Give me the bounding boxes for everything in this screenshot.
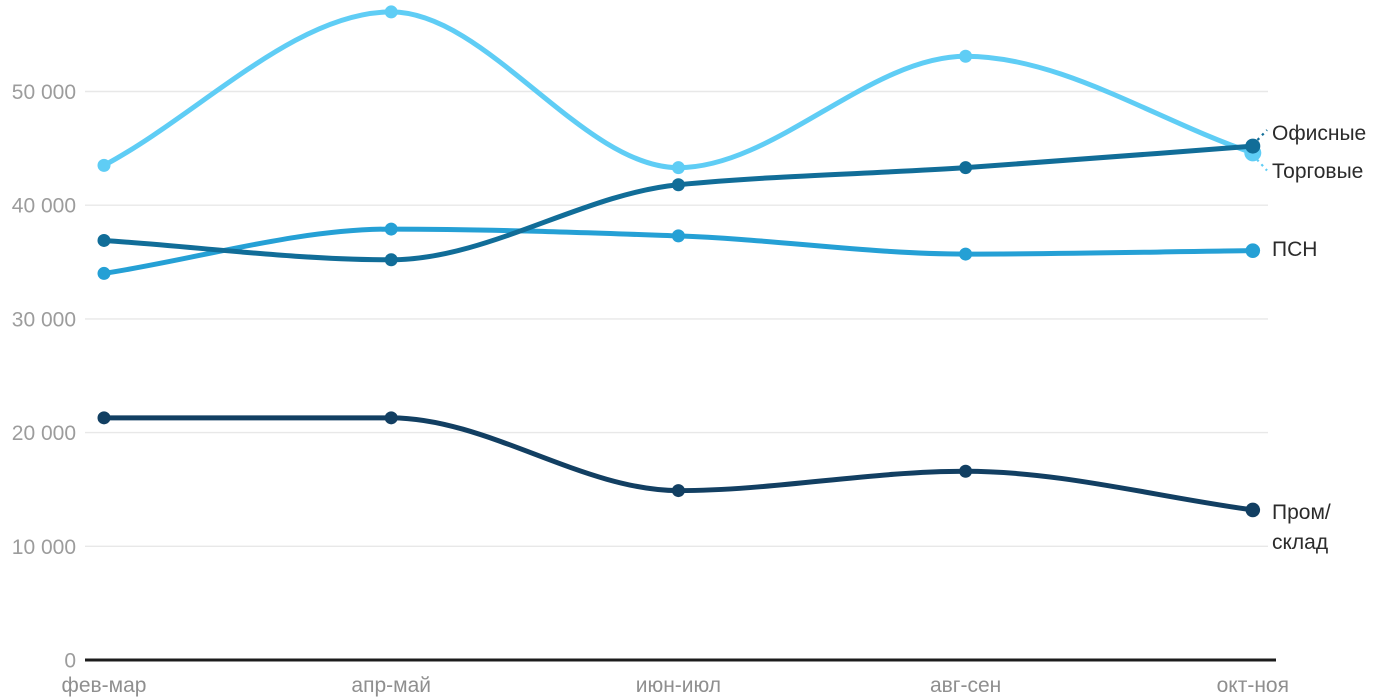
data-point [959,247,973,261]
data-point [959,49,973,63]
data-point [1245,243,1261,258]
series-label-psn: ПСН [1272,238,1318,261]
data-point [959,464,973,478]
data-point [384,5,398,19]
data-point [671,178,685,192]
data-point [97,158,111,172]
data-point [959,161,973,175]
y-tick-label: 10 000 [12,536,76,559]
series-label-industrial-warehouse: Пром/склад [1272,501,1331,554]
data-point [384,253,398,267]
data-point [1245,138,1261,154]
label-leader-line [1256,158,1268,172]
data-point [97,411,111,425]
x-tick-label: окт-ноя [1217,674,1289,697]
y-tick-label: 20 000 [12,422,76,445]
data-point [1245,502,1261,518]
series-label-retail: Торговые [1272,160,1364,183]
x-tick-label: авг-сен [930,674,1001,697]
x-tick-label: июн-июл [636,674,721,697]
data-point [384,222,398,236]
y-tick-label: 30 000 [12,308,76,331]
x-tick-label: апр-май [351,674,431,697]
series-line-1 [101,9,1256,171]
x-tick-label: фев-мар [62,674,147,697]
data-point [97,266,111,280]
label-leader-line [1256,129,1268,141]
y-tick-label: 50 000 [12,81,76,104]
series-label-offices: Офисные [1272,122,1367,145]
y-tick-label: 0 [64,650,76,673]
data-point [671,484,685,498]
y-tick-label: 40 000 [12,195,76,218]
data-point [97,233,111,247]
data-point [384,411,398,425]
data-point [671,161,685,175]
data-point [671,229,685,243]
